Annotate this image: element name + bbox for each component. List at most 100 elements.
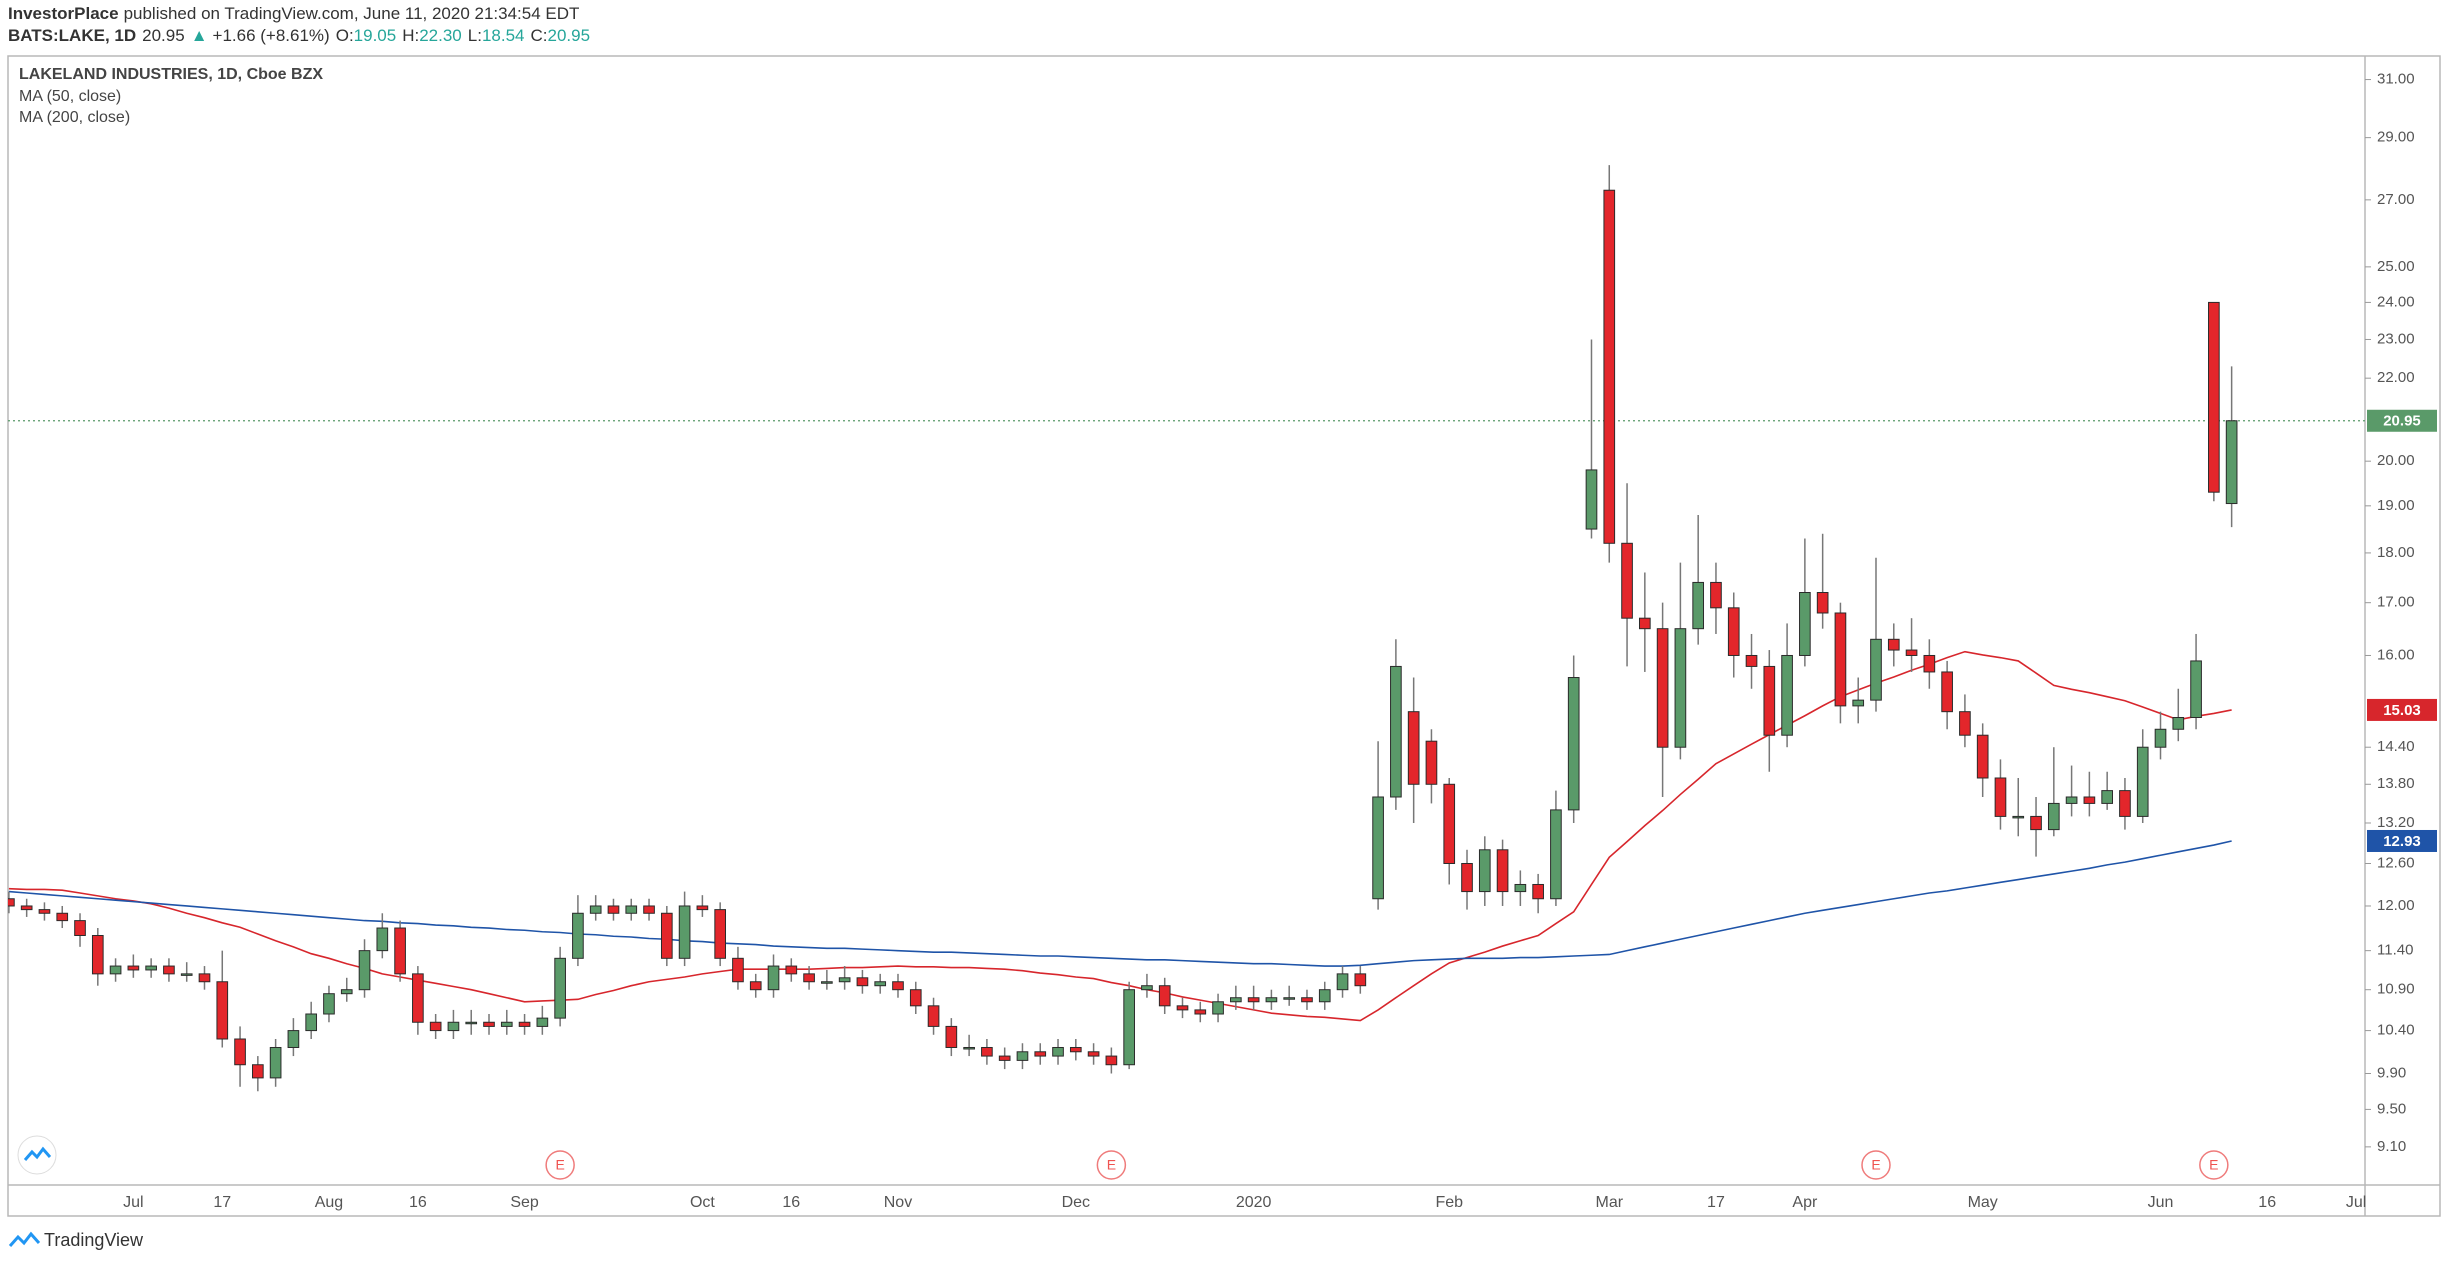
y-tick-label: 14.40 — [2377, 738, 2415, 755]
x-tick-label: 2020 — [1236, 1194, 1272, 1211]
y-tick-label: 12.60 — [2377, 854, 2415, 871]
candle-body — [1976, 734, 1989, 779]
x-tick-label: Oct — [690, 1194, 715, 1211]
footer-brand: TradingView — [44, 1230, 144, 1250]
candle-body — [74, 920, 86, 936]
candle-body — [1283, 997, 1296, 1000]
candle-body — [1710, 581, 1722, 609]
candle-body — [2047, 802, 2060, 831]
candle-body — [1034, 1051, 1047, 1057]
legend-entry: MA (200, close) — [19, 109, 130, 126]
candle-body — [696, 905, 709, 911]
candle-body — [1194, 1009, 1207, 1015]
change: +1.66 (+8.61%) — [213, 26, 330, 45]
y-tick-label: 17.00 — [2377, 594, 2415, 611]
candle-body — [2154, 728, 2167, 748]
ohlc-value: 18.54 — [482, 26, 525, 45]
ma-last-value-bg — [2367, 829, 2437, 852]
candle-body — [180, 973, 193, 976]
candle-body — [127, 965, 140, 971]
ohlc-value: 20.95 — [548, 26, 591, 45]
y-tick-label: 23.00 — [2377, 330, 2415, 347]
candle-body — [1478, 849, 1491, 893]
candle-body — [874, 981, 887, 987]
candle-body — [1514, 883, 1527, 893]
candle-body — [145, 965, 157, 971]
y-tick-label: 19.00 — [2377, 497, 2415, 514]
candle-body — [927, 1005, 940, 1027]
candle-body — [1354, 973, 1367, 987]
event-label: E — [1871, 1157, 1880, 1173]
candle-body — [1994, 777, 2007, 817]
candle-body — [963, 1046, 975, 1050]
candle-body — [8, 898, 15, 907]
candle-body — [447, 1021, 460, 1032]
y-tick-label: 27.00 — [2377, 191, 2415, 208]
candle-body — [1230, 997, 1242, 1003]
event-marker — [2199, 1150, 2229, 1180]
x-tick-label: Feb — [1435, 1194, 1463, 1211]
event-label: E — [1107, 1157, 1116, 1173]
y-tick-label: 29.00 — [2377, 129, 2415, 146]
y-tick-label: 22.00 — [2377, 369, 2415, 386]
ohlc-label: O: — [336, 26, 354, 45]
ohlc-value: 19.05 — [354, 26, 397, 45]
candle-body — [500, 1021, 513, 1027]
candle-body — [1176, 1005, 1189, 1011]
candle-body — [2065, 796, 2078, 804]
header-line: InvestorPlace published on TradingView.co… — [8, 4, 579, 23]
event-marker — [1096, 1150, 1127, 1180]
candle-body — [1407, 711, 1420, 785]
candle-body — [643, 905, 655, 914]
ma-last-value: 15.03 — [2383, 702, 2421, 719]
candle-body — [607, 905, 620, 914]
ma-line — [8, 840, 2232, 967]
candle-body — [305, 1013, 318, 1032]
candle-body — [678, 905, 691, 959]
candle-body — [376, 927, 389, 952]
y-tick-label: 13.80 — [2377, 775, 2415, 792]
last-price-label: 20.95 — [2383, 413, 2421, 430]
y-tick-label: 31.00 — [2377, 71, 2415, 88]
candle-body — [1318, 989, 1331, 1003]
candle-body — [1781, 654, 1793, 736]
candle-body — [1372, 796, 1384, 900]
y-tick-label: 9.10 — [2377, 1138, 2406, 1155]
y-tick-label: 10.40 — [2377, 1022, 2415, 1039]
candle-body — [1959, 711, 1971, 736]
candle-body — [1727, 607, 1740, 656]
y-tick-label: 20.00 — [2377, 452, 2415, 469]
candle-body — [909, 989, 922, 1007]
x-tick-label: Jul — [2346, 1194, 2366, 1211]
candle-body — [269, 1046, 282, 1079]
candle-body — [1247, 997, 1260, 1003]
candle-body — [1496, 849, 1509, 893]
candle-body — [38, 909, 51, 914]
candle-body — [1656, 628, 1669, 748]
candle-body — [1763, 665, 1776, 736]
candle-body — [589, 905, 602, 914]
candle-body — [732, 957, 744, 983]
candle-body — [785, 965, 798, 975]
candle-body — [749, 981, 762, 991]
watermark-logo — [17, 1135, 57, 1175]
y-tick-label: 24.00 — [2377, 293, 2415, 310]
x-tick-label: Nov — [884, 1194, 912, 1211]
candle-body — [1923, 654, 1936, 673]
candle-body — [234, 1038, 246, 1066]
x-tick-label: 17 — [213, 1194, 231, 1211]
y-tick-label: 10.90 — [2377, 981, 2415, 998]
candle-body — [1603, 189, 1616, 544]
x-tick-label: 17 — [1707, 1194, 1725, 1211]
candle-body — [56, 912, 69, 922]
y-tick-label: 9.50 — [2377, 1100, 2406, 1117]
y-tick-label: 16.00 — [2377, 646, 2415, 663]
candle-body — [945, 1025, 958, 1048]
y-tick-label: 12.00 — [2377, 897, 2415, 914]
candle-body — [2119, 790, 2131, 817]
candle-body — [2190, 660, 2202, 718]
x-tick-label: Jun — [2148, 1194, 2174, 1211]
last-price: 20.95 — [142, 26, 185, 45]
candle-body — [287, 1030, 300, 1048]
